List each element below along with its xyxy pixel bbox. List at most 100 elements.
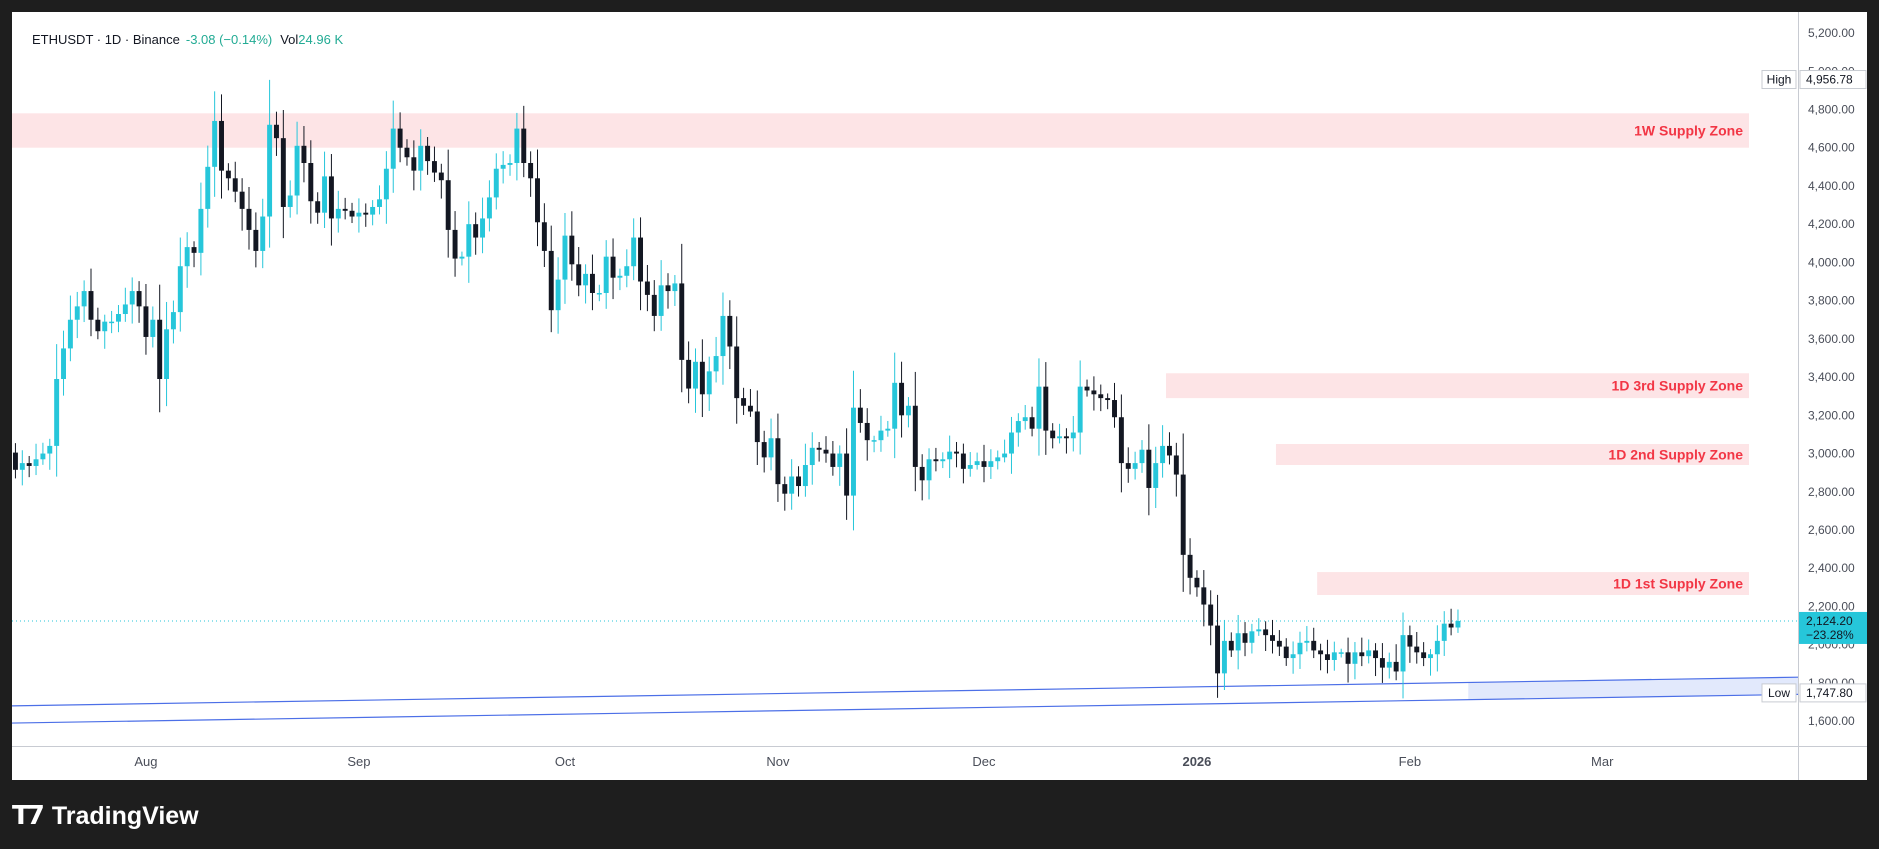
symbol-label[interactable]: ETHUSDT · 1D · Binance bbox=[32, 32, 180, 47]
candle-body bbox=[830, 453, 836, 467]
candle-body bbox=[851, 407, 856, 496]
candle-body bbox=[157, 319, 163, 379]
y-tick-label: 3,800.00 bbox=[1808, 294, 1855, 308]
candle-body bbox=[1098, 394, 1104, 399]
candle-body bbox=[1132, 463, 1138, 469]
y-tick-label: 2,800.00 bbox=[1808, 485, 1855, 499]
y-tick-label: 4,200.00 bbox=[1808, 217, 1855, 231]
y-tick-label: 3,400.00 bbox=[1808, 370, 1855, 384]
candle-body bbox=[1091, 390, 1097, 395]
candle-body bbox=[349, 210, 355, 217]
candle-body bbox=[1304, 640, 1310, 643]
supply-zone-label: 1D 2nd Supply Zone bbox=[1608, 447, 1743, 463]
candle-body bbox=[342, 208, 348, 211]
candle-body bbox=[356, 212, 362, 217]
candle-body bbox=[871, 440, 877, 442]
candle-body bbox=[301, 145, 307, 164]
candle-body bbox=[1002, 453, 1008, 458]
candle-body bbox=[67, 319, 73, 349]
candle-body bbox=[1173, 455, 1179, 475]
candle-body bbox=[514, 128, 520, 164]
y-tick-label: 2,200.00 bbox=[1808, 599, 1855, 613]
candle-body bbox=[693, 361, 698, 389]
candle-body bbox=[1434, 640, 1440, 655]
candle-body bbox=[287, 195, 293, 207]
candle-body bbox=[1373, 650, 1379, 659]
candle-body bbox=[1015, 421, 1021, 433]
candle-body bbox=[1160, 445, 1166, 464]
candle-body bbox=[981, 461, 987, 467]
candle-body bbox=[322, 176, 328, 213]
candle-body bbox=[500, 164, 506, 169]
candle-body bbox=[170, 312, 176, 330]
candle-body bbox=[638, 237, 644, 282]
candle-body bbox=[686, 359, 692, 389]
candle-body bbox=[947, 451, 953, 460]
candle-body bbox=[425, 145, 431, 162]
candle-body bbox=[569, 235, 575, 265]
candle-body bbox=[1125, 463, 1131, 469]
candle-body bbox=[617, 275, 623, 278]
high-value-box bbox=[1799, 70, 1867, 90]
candle-body bbox=[644, 281, 650, 295]
candle-body bbox=[54, 379, 60, 446]
candle-body bbox=[507, 163, 513, 165]
x-tick-label: Feb bbox=[1399, 754, 1421, 769]
candle-body bbox=[713, 356, 719, 372]
trendline bbox=[12, 693, 1799, 724]
candle-body bbox=[521, 128, 527, 164]
candle-body bbox=[919, 466, 925, 481]
candle-body bbox=[741, 398, 747, 406]
candle-body bbox=[603, 256, 609, 293]
high-label-box bbox=[1761, 70, 1797, 90]
candle-body bbox=[1400, 635, 1406, 672]
brand-name: TradingView bbox=[51, 801, 199, 830]
candle-body bbox=[383, 168, 389, 200]
candle-body bbox=[370, 206, 376, 215]
candle-body bbox=[960, 453, 966, 469]
candle-body bbox=[335, 208, 341, 219]
support-channel-fill bbox=[1468, 677, 1798, 700]
candle-body bbox=[1270, 635, 1275, 641]
candle-body bbox=[754, 411, 760, 443]
candle-body bbox=[589, 273, 595, 293]
candle-body bbox=[191, 247, 197, 253]
x-tick-label: Oct bbox=[555, 754, 576, 769]
candle-body bbox=[1263, 629, 1269, 636]
candle-body bbox=[926, 459, 932, 481]
x-tick-label: Dec bbox=[972, 754, 996, 769]
supply-zone bbox=[1317, 572, 1749, 595]
candlestick-chart[interactable]: 1,600.001,800.002,000.002,200.002,400.00… bbox=[12, 12, 1867, 780]
chart-frame[interactable]: 1,600.00 1,800.00 2,000.00 2,200.00 2,400.00… bbox=[12, 12, 1867, 780]
x-tick-label: Nov bbox=[766, 754, 790, 769]
y-tick-label: 2,600.00 bbox=[1808, 523, 1855, 537]
candle-body bbox=[1146, 449, 1152, 488]
candle-body bbox=[720, 315, 726, 357]
low-label: Low bbox=[1768, 686, 1790, 700]
y-tick-label: 5,200.00 bbox=[1808, 26, 1855, 40]
candle-body bbox=[212, 120, 218, 167]
chart-header: ETHUSDT · 1D · Binance -3.08 (−0.14%) Vol2… bbox=[32, 32, 343, 47]
candle-body bbox=[672, 283, 678, 292]
x-tick-label: 2026 bbox=[1182, 754, 1211, 769]
candle-body bbox=[1208, 604, 1214, 626]
candle-body bbox=[857, 407, 863, 423]
candle-body bbox=[493, 168, 499, 198]
candle-body bbox=[1050, 430, 1056, 439]
change-label: -3.08 (−0.14%) bbox=[185, 32, 273, 47]
candle-body bbox=[150, 319, 156, 337]
high-label: High bbox=[1767, 73, 1792, 87]
tradingview-logo[interactable]: T7 TradingView bbox=[12, 800, 199, 832]
candle-body bbox=[225, 170, 231, 179]
candle-body bbox=[535, 178, 540, 223]
candle-body bbox=[995, 457, 1001, 462]
candle-body bbox=[789, 476, 795, 494]
candle-body bbox=[177, 266, 183, 313]
candle-body bbox=[1448, 623, 1454, 628]
candle-body bbox=[699, 361, 705, 395]
candle-body bbox=[1331, 652, 1337, 660]
candle-body bbox=[562, 235, 568, 280]
candle-body bbox=[940, 459, 946, 462]
candle-body bbox=[706, 371, 712, 395]
candle-body bbox=[1022, 417, 1028, 422]
